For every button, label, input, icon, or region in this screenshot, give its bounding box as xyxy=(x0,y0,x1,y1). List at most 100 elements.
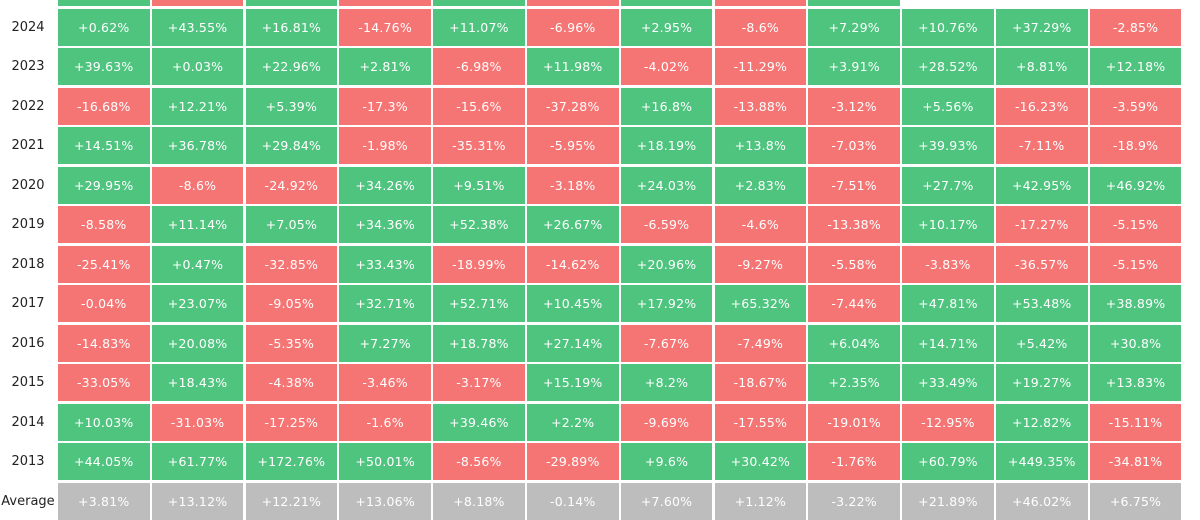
return-cell: +60.79% xyxy=(902,443,994,480)
return-cell: +36.78% xyxy=(151,127,244,164)
return-cell: +9.6% xyxy=(620,443,713,480)
return-cell: +30.8% xyxy=(1089,324,1182,362)
return-cell: -4.38% xyxy=(245,364,338,401)
return-cell: +27.7% xyxy=(902,166,994,204)
return-cell: +50.01% xyxy=(339,443,431,480)
return-cell: -17.55% xyxy=(714,403,807,441)
return-cell xyxy=(527,0,619,6)
return-cell: -7.51% xyxy=(808,166,900,204)
return-cell: +3.91% xyxy=(808,48,900,85)
return-cell: -29.89% xyxy=(527,443,619,480)
return-cell: -1.6% xyxy=(339,403,431,441)
return-cell: -18.9% xyxy=(1089,127,1182,164)
return-cell: -16.23% xyxy=(996,87,1088,125)
return-cell: +20.08% xyxy=(151,324,244,362)
return-cell: +53.48% xyxy=(996,285,1088,322)
year-label: 2015 xyxy=(11,375,45,390)
return-cell: -15.6% xyxy=(433,87,525,125)
return-cell: +11.14% xyxy=(151,206,244,243)
return-cell: -9.27% xyxy=(714,245,807,283)
return-cell: +46.92% xyxy=(1089,166,1182,204)
return-cell: +10.03% xyxy=(58,403,150,441)
return-cell: +39.93% xyxy=(902,127,994,164)
return-cell: -8.6% xyxy=(151,166,244,204)
return-cell: +29.84% xyxy=(245,127,338,164)
return-cell: +16.8% xyxy=(620,87,713,125)
average-cell: +12.21% xyxy=(245,482,338,520)
return-cell: -13.38% xyxy=(808,206,900,243)
return-cell: +24.03% xyxy=(620,166,713,204)
return-cell: +61.77% xyxy=(151,443,244,480)
return-cell: +28.52% xyxy=(902,48,994,85)
return-cell xyxy=(1090,0,1182,6)
return-cell: +7.05% xyxy=(245,206,338,243)
return-cell: -7.49% xyxy=(714,324,807,362)
return-cell: +8.81% xyxy=(996,48,1088,85)
return-cell: -8.56% xyxy=(433,443,525,480)
year-label: 2021 xyxy=(11,138,45,153)
return-cell: +26.67% xyxy=(527,206,619,243)
return-cell: +449.35% xyxy=(996,443,1088,480)
return-cell: -17.27% xyxy=(996,206,1088,243)
year-label: 2018 xyxy=(11,256,45,272)
return-cell: -1.76% xyxy=(808,443,900,480)
return-cell: +43.55% xyxy=(151,8,244,46)
return-cell: -5.58% xyxy=(808,245,900,283)
return-cell: -3.17% xyxy=(433,364,525,401)
return-cell: -2.85% xyxy=(1089,8,1182,46)
return-cell: -8.6% xyxy=(714,8,807,46)
return-cell: -32.85% xyxy=(245,245,338,283)
return-cell: -5.95% xyxy=(527,127,619,164)
return-cell: +10.45% xyxy=(527,285,619,322)
return-cell xyxy=(620,0,713,6)
return-cell xyxy=(245,0,338,6)
return-cell: +11.07% xyxy=(433,8,525,46)
year-label: 2022 xyxy=(11,98,45,114)
year-label: 2013 xyxy=(11,454,45,469)
return-cell: -35.31% xyxy=(433,127,525,164)
return-cell: +2.2% xyxy=(527,403,619,441)
return-cell: -8.58% xyxy=(58,206,150,243)
return-cell: -5.15% xyxy=(1089,206,1182,243)
return-cell xyxy=(996,0,1088,6)
return-cell: +14.71% xyxy=(902,324,994,362)
return-cell xyxy=(433,0,525,6)
average-cell: -0.14% xyxy=(527,482,619,520)
return-cell: -6.96% xyxy=(527,8,619,46)
return-cell: -5.15% xyxy=(1089,245,1182,283)
return-cell: +33.49% xyxy=(902,364,994,401)
return-cell: +13.83% xyxy=(1089,364,1182,401)
return-cell: +52.71% xyxy=(433,285,525,322)
return-cell: -7.67% xyxy=(620,324,713,362)
return-cell: -14.83% xyxy=(58,324,150,362)
return-cell: +11.98% xyxy=(527,48,619,85)
year-label: 2023 xyxy=(11,59,45,74)
return-cell: -15.11% xyxy=(1089,403,1182,441)
return-cell: +27.14% xyxy=(527,324,619,362)
return-cell: +0.62% xyxy=(58,8,150,46)
return-cell: +37.29% xyxy=(996,8,1088,46)
return-cell: +2.95% xyxy=(620,8,713,46)
return-cell: -18.67% xyxy=(714,364,807,401)
return-cell: -6.98% xyxy=(433,48,525,85)
return-cell: -24.92% xyxy=(245,166,338,204)
return-cell: -3.46% xyxy=(339,364,431,401)
return-cell xyxy=(58,0,150,6)
average-cell: +8.18% xyxy=(433,482,525,520)
return-cell: +10.17% xyxy=(902,206,994,243)
return-cell xyxy=(714,0,807,6)
average-cell: +13.06% xyxy=(339,482,431,520)
return-cell: +34.26% xyxy=(339,166,431,204)
average-cell: +6.75% xyxy=(1089,482,1182,520)
return-cell: -33.05% xyxy=(58,364,150,401)
return-cell xyxy=(808,0,900,6)
return-cell: +44.05% xyxy=(58,443,150,480)
return-cell: -12.95% xyxy=(902,403,994,441)
return-cell: -19.01% xyxy=(808,403,900,441)
return-cell: -0.04% xyxy=(58,285,150,322)
return-cell: +5.42% xyxy=(996,324,1088,362)
return-cell: +47.81% xyxy=(902,285,994,322)
return-cell: +23.07% xyxy=(151,285,244,322)
return-cell: +5.56% xyxy=(902,87,994,125)
return-cell: +12.18% xyxy=(1089,48,1182,85)
